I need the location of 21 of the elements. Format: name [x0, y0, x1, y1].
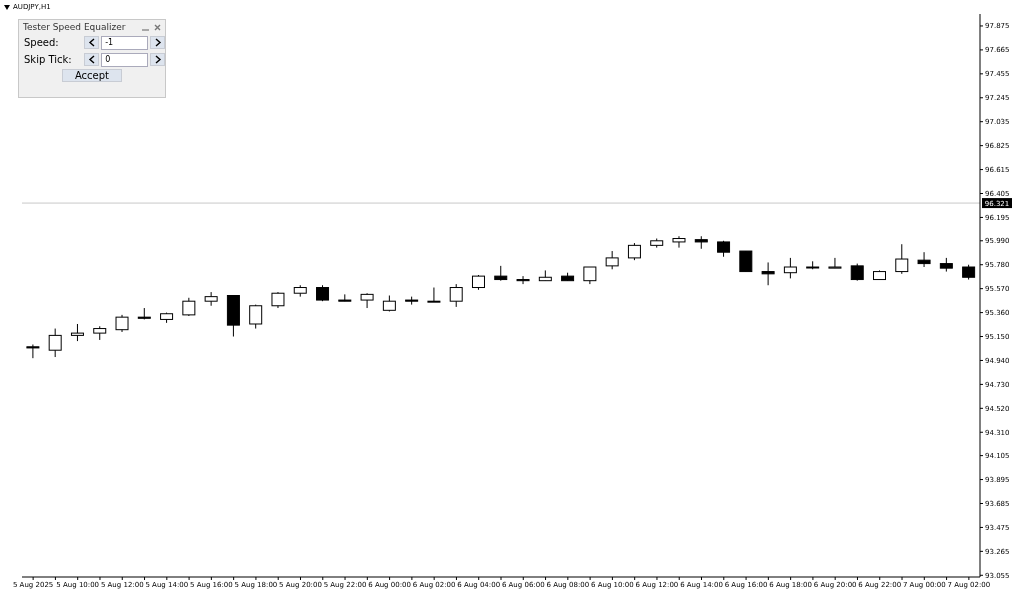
- candlestick: [204, 291, 218, 307]
- candlestick: [828, 257, 842, 269]
- annotation: Skip Tick:: [24, 54, 73, 65]
- candlestick: [360, 292, 374, 309]
- candlestick: [739, 250, 753, 273]
- candlestick: [26, 344, 40, 359]
- annotation: Accept: [62, 69, 122, 82]
- candlestick: [427, 287, 441, 303]
- candlestick: [48, 328, 62, 358]
- annotation: -1: [101, 35, 149, 50]
- candlestick: [516, 275, 530, 285]
- candlestick: [672, 235, 686, 249]
- annotation: 0: [101, 52, 149, 67]
- candlestick: [895, 243, 909, 275]
- candlestick: [605, 250, 619, 270]
- candlestick: [917, 251, 931, 268]
- candlestick: [783, 257, 797, 279]
- candlestick: [449, 283, 463, 308]
- annotation: Speed:: [24, 37, 60, 48]
- text: Tester Speed Equalizer: [23, 22, 126, 32]
- candlestick: [761, 261, 775, 286]
